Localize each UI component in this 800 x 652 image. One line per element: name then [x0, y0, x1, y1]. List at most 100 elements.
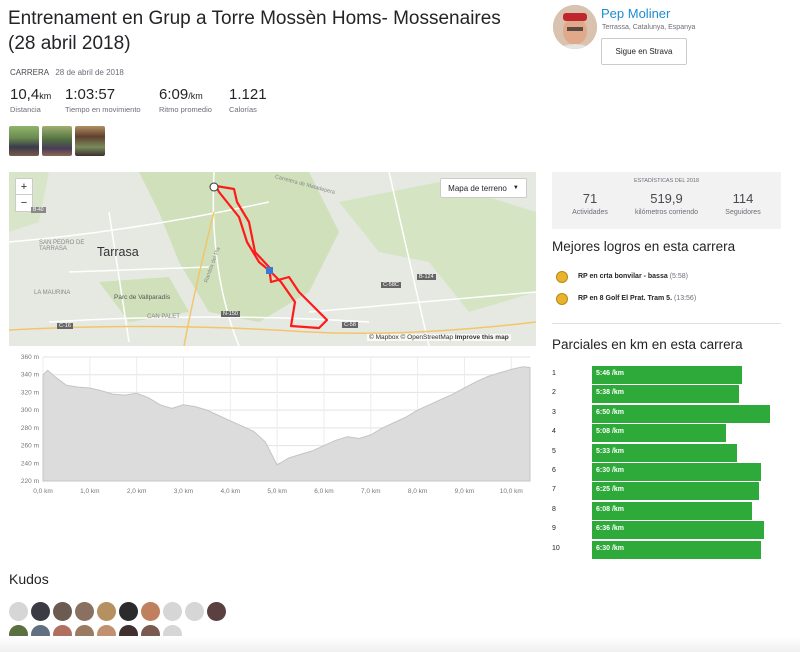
y-tick-label: 340 m [21, 372, 39, 379]
achievement-time: (13:56) [673, 295, 697, 302]
achievement-item[interactable]: RP en 8 Golf El Prat. Tram 5. (13:56) [578, 295, 696, 302]
split-row[interactable]: 2 5:38 /km [552, 385, 781, 404]
split-km: 6 [552, 467, 556, 474]
stat-pace: 6:09/km Ritmo promedio [159, 86, 212, 114]
x-tick-label: 10,0 km [500, 488, 523, 495]
activity-date: 28 de abril de 2018 [55, 68, 124, 77]
stat-unit: km [39, 91, 52, 101]
splits-title: Parciales en km en esta carrera [552, 337, 743, 352]
y-tick-label: 220 m [21, 478, 39, 485]
split-bar [592, 404, 770, 423]
y-tick-label: 260 m [21, 443, 39, 450]
map-label-city: Tarrasa [97, 245, 139, 259]
year-stat-value: 71 [582, 191, 598, 206]
split-bar [592, 540, 762, 559]
split-bar [592, 385, 739, 404]
activity-photo[interactable] [9, 126, 39, 156]
athlete-location: Terrassa, Catalunya, Espanya [602, 24, 696, 31]
section-divider [552, 323, 781, 324]
split-bar [592, 366, 743, 384]
split-bar [592, 463, 762, 481]
split-row[interactable]: 1 5:46 /km [552, 366, 781, 384]
stat-label: Distancia [10, 105, 41, 114]
improve-map-link[interactable]: Improve this map [454, 334, 509, 341]
attribution-mapbox[interactable]: © Mapbox [369, 334, 399, 341]
split-km: 8 [552, 505, 556, 513]
split-row[interactable]: 10 6:30 /km [552, 540, 781, 559]
split-row[interactable]: 6 6:30 /km [552, 463, 781, 481]
split-row[interactable]: 3 6:50 /km [552, 404, 781, 423]
stat-value: 6:09 [159, 86, 189, 103]
y-tick-label: 240 m [21, 460, 39, 467]
activity-title: Entrenament en Grup a Torre Mossèn Homs-… [8, 8, 501, 54]
kudo-avatar[interactable] [141, 602, 160, 621]
kudo-avatar[interactable] [53, 602, 72, 621]
kudo-avatar[interactable] [9, 602, 28, 621]
year-stats-panel: Estadísticas del 2018 71 Actividades 519… [552, 172, 781, 229]
kudo-avatar[interactable] [207, 602, 226, 621]
year-stat-label: Seguidores [725, 209, 761, 216]
medal-icon [556, 271, 568, 283]
achievement-time: (5:58) [669, 273, 688, 280]
attribution-osm[interactable]: © OpenStreetMap [400, 334, 454, 341]
split-km: 9 [552, 525, 556, 533]
split-row[interactable]: 5 5:33 /km [552, 443, 781, 462]
split-row[interactable]: 9 6:36 /km [552, 521, 781, 540]
y-tick-label: 300 m [21, 407, 39, 414]
elevation-area [42, 366, 531, 482]
x-tick-label: 0,0 km [33, 488, 53, 495]
stat-value: 10,4 [10, 86, 40, 103]
route-map[interactable]: + − Mapa de terreno ▼ Tarrasa SAN PEDRO … [9, 172, 536, 346]
year-stat-activities: 71 Actividades [552, 191, 628, 216]
stat-value: 1:03:57 [65, 86, 116, 103]
split-pace: 5:33 /km [596, 447, 625, 455]
map-label-district: LA MAURINA [34, 290, 71, 296]
split-km: 7 [552, 486, 556, 494]
achievements-title: Mejores logros en esta carrera [552, 239, 736, 254]
y-tick-label: 360 m [21, 354, 39, 361]
split-pace: 6:08 /km [596, 505, 625, 513]
avatar-image [553, 5, 597, 49]
stat-distance: 10,4km Distancia [10, 86, 51, 114]
split-row[interactable]: 8 6:08 /km [552, 501, 781, 520]
split-pace: 6:30 /km [596, 467, 625, 474]
athlete-name[interactable]: Pep Moliner [601, 6, 671, 21]
split-km: 1 [552, 370, 556, 377]
kudo-avatar[interactable] [97, 602, 116, 621]
split-bar [592, 424, 726, 443]
kudo-avatar[interactable] [119, 602, 138, 621]
x-tick-label: 4,0 km [221, 488, 241, 495]
activity-photo[interactable] [75, 126, 105, 156]
map-attribution: © Mapbox © OpenStreetMap Improve this ma… [367, 334, 511, 341]
x-tick-label: 1,0 km [80, 488, 100, 495]
x-tick-label: 2,0 km [127, 488, 147, 495]
year-stats-header: Estadísticas del 2018 [633, 178, 700, 184]
kudo-avatar[interactable] [75, 602, 94, 621]
split-row[interactable]: 7 6:25 /km [552, 482, 781, 501]
split-row[interactable]: 4 5:08 /km [552, 424, 781, 443]
athlete-avatar[interactable] [553, 5, 597, 49]
follow-button[interactable]: Sigue en Strava [601, 38, 687, 65]
kudo-avatar[interactable] [163, 602, 182, 621]
activity-photo[interactable] [42, 126, 72, 156]
road-shield: C-58C [381, 282, 401, 288]
medal-icon [556, 293, 568, 305]
split-pace: 5:46 /km [596, 370, 625, 377]
year-stat-km: 519,9 kilómetros corriendo [628, 191, 705, 216]
kudo-avatar[interactable] [31, 602, 50, 621]
zoom-out-button[interactable]: − [15, 194, 33, 212]
activity-meta: Carrera 28 de abril de 2018 [10, 68, 124, 77]
split-pace: 6:36 /km [596, 525, 625, 533]
achievement-item[interactable]: RP en crta bonvilar - bassa (5:58) [578, 273, 688, 280]
year-stat-followers: 114 Seguidores [705, 191, 781, 216]
split-bar [592, 501, 752, 520]
stat-calories: 1.121 Calorías [229, 86, 267, 114]
road-shield: C-58 [342, 322, 358, 328]
kudo-avatar[interactable] [185, 602, 204, 621]
elevation-chart[interactable]: 360 m 340 m 320 m 300 m 280 m 260 m 240 m 220 m… [9, 351, 536, 497]
split-pace: 5:38 /km [596, 389, 625, 397]
footer-fade [0, 636, 800, 652]
map-layer-select[interactable]: Mapa de terreno ▼ [440, 178, 527, 198]
split-bar [592, 521, 764, 540]
x-tick-label: 6,0 km [314, 488, 334, 495]
